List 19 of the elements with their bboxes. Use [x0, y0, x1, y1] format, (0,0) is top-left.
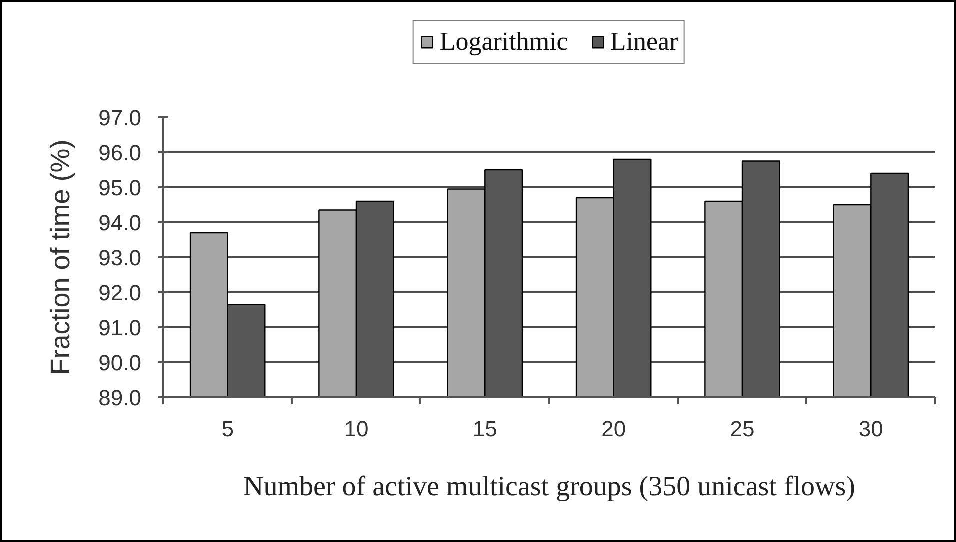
- legend-label: Linear: [610, 27, 678, 57]
- y-tick-label: 90.0: [98, 350, 142, 376]
- y-tick-label: 97.0: [98, 106, 142, 130]
- y-tick-label: 92.0: [98, 280, 142, 306]
- x-tick-label: 30: [858, 416, 884, 442]
- y-tick-label: 95.0: [98, 176, 142, 200]
- legend-label: Logarithmic: [440, 27, 568, 57]
- y-tick-label: 89.0: [98, 386, 142, 410]
- x-tick-label: 15: [472, 416, 498, 442]
- y-tick-label: 93.0: [98, 246, 142, 270]
- x-tick-label: 10: [344, 416, 369, 442]
- x-axis-title: Number of active multicast groups (350 unicast flows): [244, 472, 856, 502]
- x-tick-label: 20: [602, 416, 626, 442]
- y-axis-title: Fraction of time (%): [46, 140, 76, 376]
- y-tick-label: 91.0: [98, 316, 142, 340]
- y-tick-label: 94.0: [98, 210, 142, 236]
- y-tick-label: 96.0: [98, 140, 142, 166]
- x-tick-label: 25: [730, 416, 755, 442]
- x-tick-label: 5: [222, 416, 234, 442]
